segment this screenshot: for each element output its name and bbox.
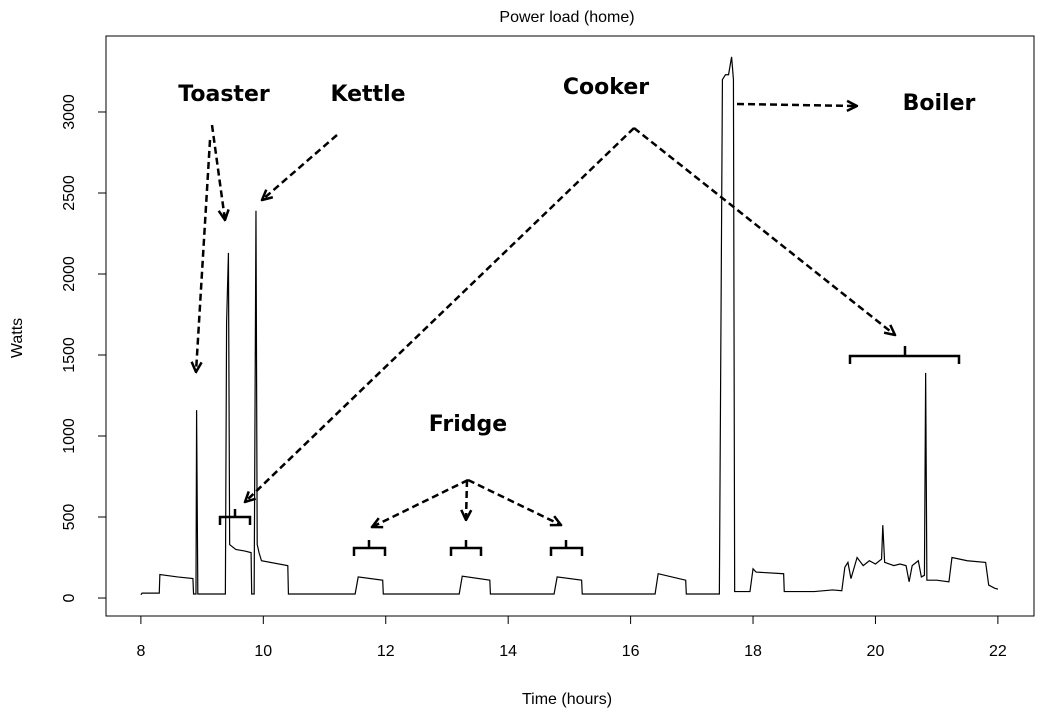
data-line (140, 56, 999, 596)
y-tick-label: 500 (61, 504, 78, 531)
x-axis-label: Time (hours) (522, 691, 612, 708)
x-tick-label: 12 (377, 643, 395, 660)
y-tick-label: 0 (61, 593, 78, 602)
annotation: Toaster (178, 82, 270, 107)
y-axis-label: Watts (9, 318, 26, 358)
x-tick-label: 10 (254, 643, 272, 660)
x-tick-label: 16 (622, 643, 640, 660)
y-tick-label: 3000 (61, 94, 78, 130)
x-tick-label: 18 (744, 643, 762, 660)
y-tick-label: 2000 (61, 256, 78, 292)
x-tick-label: 8 (136, 643, 145, 660)
y-tick-label: 1500 (61, 337, 78, 373)
annotation: Kettle (330, 82, 405, 107)
x-tick-label: 22 (989, 643, 1007, 660)
x-tick-label: 14 (499, 643, 517, 660)
annotation: Boiler (903, 91, 976, 116)
y-tick-label: 2500 (61, 175, 78, 211)
annotation-braces (218, 346, 961, 556)
annotation: Fridge (429, 412, 507, 437)
chart-title: Power load (home) (499, 9, 634, 26)
annotation-arrows (196, 104, 895, 527)
annotation: Cooker (563, 75, 649, 100)
plot-frame (105, 35, 1035, 617)
x-tick-label: 20 (867, 643, 885, 660)
y-tick-label: 1000 (61, 418, 78, 454)
